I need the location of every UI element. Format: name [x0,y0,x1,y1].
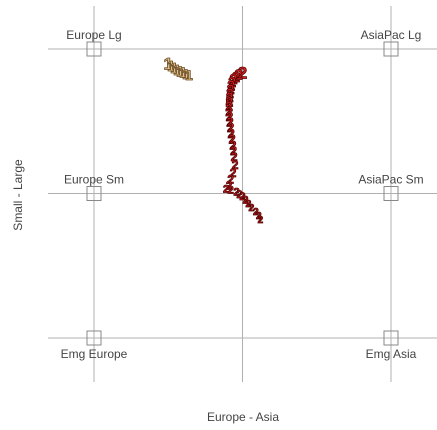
anchor-square [383,330,399,346]
data-point-series-2: 2 [232,158,239,172]
data-point-series-2: 2 [227,184,233,196]
data-point-series-2: 2 [258,215,264,226]
data-point-series-2: 2 [226,94,234,109]
x-axis-title: Europe - Asia [207,410,279,424]
anchor-label: AsiaPac Lg [361,28,422,42]
data-point-series-2: 2 [226,109,233,124]
data-point-series-1: 1 [185,67,193,83]
data-point-series-2: 2 [227,81,235,97]
anchor-square [383,186,399,201]
anchor-label: Europe Sm [64,173,124,187]
y-axis-title: Small - Large [11,159,25,231]
data-point-series-1: 1 [182,66,190,82]
data-point-series-2: 2 [249,203,255,214]
data-point-series-1: 1 [176,65,184,81]
data-point-series-2: 2 [239,191,245,203]
data-point-series-2: 2 [238,64,247,83]
data-point-series-1: 1 [170,61,178,77]
data-point-series-2: 2 [230,72,238,88]
data-point-series-1: 1 [164,54,173,73]
anchor-square [86,330,102,346]
data-point-series-2: 2 [226,85,234,101]
data-point-series-2: 2 [231,150,238,164]
anchor-label: Emg Europe [61,347,128,361]
data-point-series-2: 2 [226,114,233,129]
data-point-series-2: 2 [233,187,239,199]
data-point-series-2: 2 [242,195,248,207]
grid [48,6,437,382]
anchor-square [383,41,399,57]
data-point-series-1: 1 [179,66,187,82]
data-point-series-2: 2 [228,75,236,91]
data-point-series-2: 2 [235,68,243,84]
data-point-series-2: 2 [225,104,232,119]
data-point-series-1: 1 [167,59,175,75]
anchor-square [86,186,102,201]
data-point-series-2: 2 [225,99,233,114]
data-point-series-2: 2 [226,179,232,192]
data-point-series-2: 2 [227,174,234,187]
data-point-series-2: 2 [227,120,234,135]
anchor-square [86,41,102,57]
data-point-series-2: 2 [232,70,240,86]
anchor-label: AsiaPac Sm [358,173,423,187]
data-point-series-2: 2 [228,126,235,141]
data-point-series-2: 2 [226,90,234,105]
data-point-series-2: 2 [230,166,237,180]
anchor-label: Emg Asia [366,347,417,361]
data-point-series-2: 2 [230,144,237,158]
data-point-series-2: 2 [236,189,242,201]
data-point-series-1: 1 [173,63,181,79]
data-point-series-2: 2 [223,183,229,195]
data-point-series-2: 2 [256,211,262,222]
data-point-series-2: 2 [229,133,236,147]
data-point-series-2: 2 [230,138,237,152]
data-point-series-2: 2 [253,207,259,218]
data-point-series-2: 2 [246,198,252,210]
data-point-series-2: 2 [227,78,235,94]
anchor-markers: Europe Lg AsiaPac Lg Europe Sm AsiaPac Sm Em… [61,28,424,361]
anchor-label: Europe Lg [66,28,121,42]
